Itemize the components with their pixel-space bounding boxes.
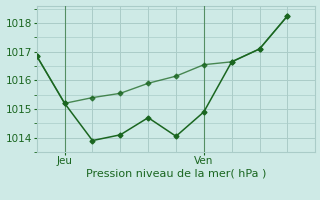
X-axis label: Pression niveau de la mer( hPa ): Pression niveau de la mer( hPa ) (86, 169, 266, 179)
